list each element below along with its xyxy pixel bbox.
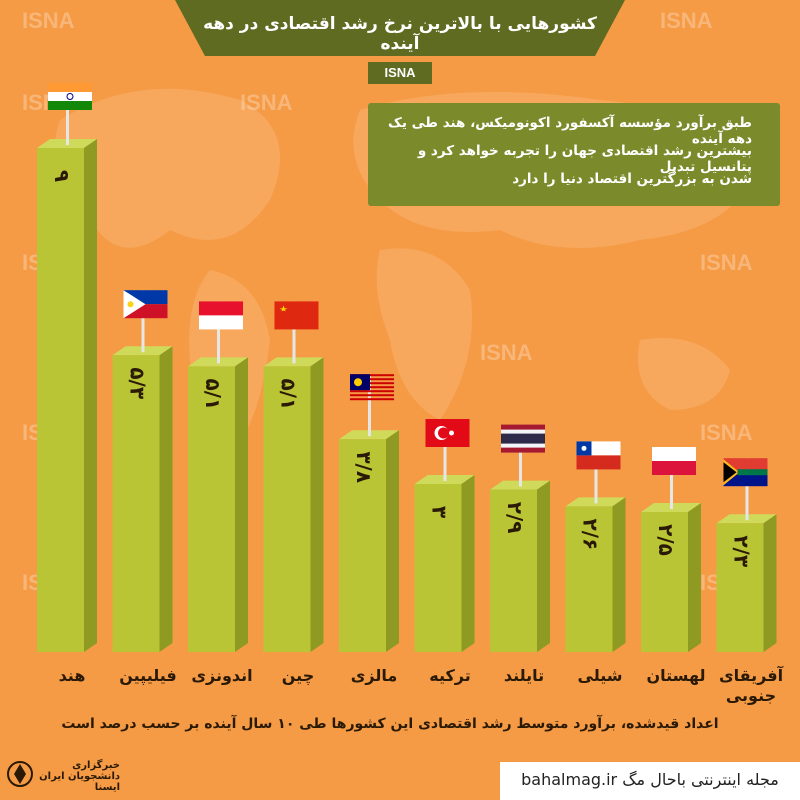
bar-side [310, 357, 324, 652]
data-label: ۵/۳ [126, 367, 150, 399]
bar-side [84, 139, 97, 652]
chile-flag-icon [576, 441, 621, 470]
watermark: ISNA [240, 90, 293, 115]
description-line: بیشترین رشد اقتصادی جهان را تجربه خواهد … [417, 143, 752, 175]
bar [37, 148, 84, 652]
bar [414, 484, 462, 652]
flag-pole [217, 301, 220, 364]
flag-pole [292, 301, 296, 364]
title-banner [175, 0, 625, 56]
bar-side [235, 357, 248, 652]
watermark: ISNA [22, 8, 75, 33]
bar-side [159, 346, 173, 652]
philippines-flag-icon [123, 290, 168, 319]
watermark: ISNA [660, 8, 713, 33]
bar [339, 439, 386, 652]
category-label: ترکیه [429, 666, 471, 685]
category-label: فیلیپین [119, 666, 177, 685]
china-flag-icon [274, 301, 319, 330]
category-label: چین [281, 666, 315, 685]
bar [188, 366, 235, 652]
bar [112, 355, 160, 652]
bar [490, 489, 537, 652]
thailand-flag-icon [501, 424, 545, 453]
page-title: کشورهایی با بالاترین نرخ رشد اقتصادی در … [203, 14, 597, 54]
bar [263, 366, 311, 652]
bar-side [763, 514, 777, 652]
category-label: شیلی [577, 666, 623, 685]
flag-pole [443, 419, 447, 481]
malaysia-flag-icon [350, 374, 394, 401]
data-label: ۳/۸ [352, 451, 376, 483]
bar-side [461, 475, 475, 652]
data-label: ۲/۶ [579, 519, 603, 551]
category-label: مالزی [350, 666, 398, 685]
bar-side [612, 497, 626, 652]
data-label: ۵/۱ [277, 379, 301, 411]
category-label: آفریقای جنوبی [718, 666, 784, 705]
description-line: طبق برآورد مؤسسه آکسفورد اکونومیکس، هند … [388, 115, 752, 147]
watermark: ISNA [700, 420, 753, 445]
turkey-flag-icon [425, 419, 470, 447]
flag-pole [745, 458, 749, 521]
site-banner-text: bahalmag.ir مجله اینترنتی باحال مگ [521, 770, 779, 789]
bar [565, 506, 613, 652]
flag-pole [66, 83, 69, 145]
category-label: هند [58, 666, 86, 685]
category-label: تایلند [503, 666, 545, 685]
agency-tag: ISNA [368, 62, 432, 84]
bar [641, 512, 688, 652]
logo-text: خبرگزاری دانشجویان ایران ایسنا [39, 760, 120, 793]
site-banner [500, 762, 800, 800]
description-line: شدن به بزرگترین اقتصاد دنیا را دارد [512, 171, 752, 187]
bar-side [537, 480, 550, 652]
flag-pole [670, 447, 673, 509]
flag-pole [594, 441, 598, 504]
data-label: ۲/۵ [654, 524, 678, 556]
bar-side [386, 430, 399, 652]
flag-pole [141, 290, 145, 353]
indonesia-flag-icon [199, 301, 243, 330]
data-label: ۲/۹ [503, 502, 527, 534]
data-label: ۳ [428, 506, 452, 518]
data-label: ۹ [50, 170, 74, 182]
data-label: ۵/۱ [201, 379, 225, 411]
poland-flag-icon [652, 447, 696, 475]
india-flag-icon [48, 83, 92, 110]
watermark: ISNA [700, 250, 753, 275]
bar [716, 523, 764, 652]
category-label: اندونزی [191, 666, 253, 685]
category-label: لهستان [646, 666, 706, 685]
bar-side [688, 503, 701, 652]
isna-logo-icon [7, 761, 33, 787]
flag-pole [519, 424, 522, 487]
footnote: اعداد قیدشده، برآورد متوسط رشد اقتصادی ا… [61, 716, 719, 732]
south-africa-flag-icon [723, 458, 768, 487]
flag-pole [368, 374, 371, 437]
data-label: ۲/۳ [730, 535, 754, 567]
watermark: ISNA [480, 340, 533, 365]
description-box: طبق برآورد مؤسسه آکسفورد اکونومیکس، هند … [368, 103, 780, 206]
